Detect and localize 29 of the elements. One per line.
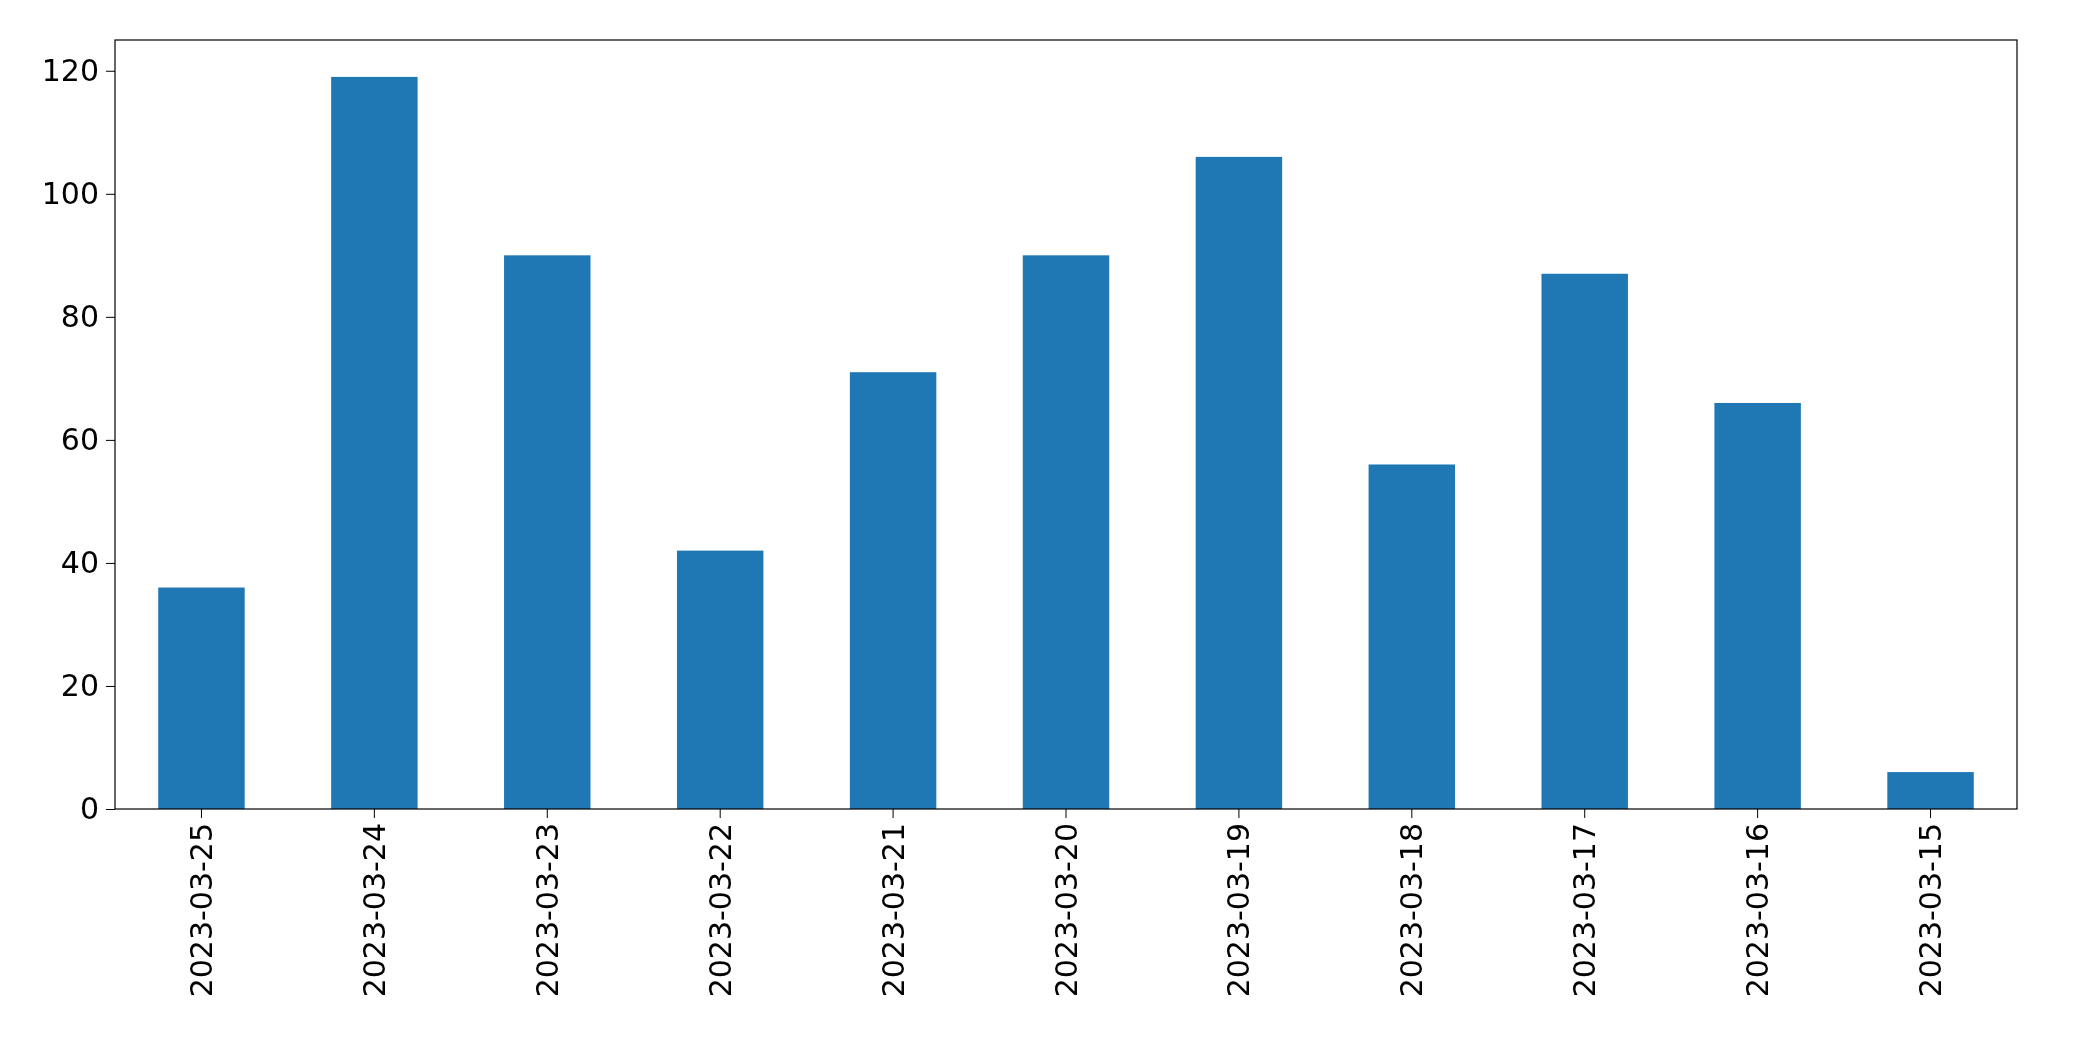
x-tick-label: 2023-03-15 (1913, 823, 1949, 998)
bar (849, 372, 937, 809)
bar (1368, 464, 1456, 809)
x-tick-label: 2023-03-19 (1221, 823, 1257, 998)
bar (1195, 156, 1283, 809)
bar (676, 550, 764, 809)
y-tick-label: 0 (79, 791, 99, 827)
x-tick-label: 2023-03-18 (1394, 823, 1430, 998)
bar (504, 255, 591, 809)
y-tick-label: 80 (60, 298, 99, 334)
x-tick-label: 2023-03-22 (702, 823, 738, 998)
y-tick-label: 120 (41, 52, 99, 88)
bar (331, 76, 418, 809)
x-tick-label: 2023-03-16 (1740, 823, 1776, 998)
bar (158, 587, 245, 809)
x-tick-label: 2023-03-25 (183, 823, 219, 998)
bar (1714, 402, 1801, 809)
y-tick-label: 20 (60, 668, 99, 704)
bar (1022, 255, 1110, 809)
y-tick-label: 40 (60, 545, 99, 581)
x-tick-label: 2023-03-17 (1567, 823, 1603, 998)
y-tick-label: 100 (41, 175, 99, 211)
x-tick-label: 2023-03-21 (875, 823, 911, 998)
x-tick-label: 2023-03-23 (529, 823, 565, 998)
y-tick-label: 60 (60, 421, 99, 457)
bar (1541, 273, 1628, 809)
x-tick-label: 2023-03-24 (356, 823, 392, 998)
bar (1887, 772, 1974, 809)
x-tick-label: 2023-03-20 (1048, 823, 1084, 998)
